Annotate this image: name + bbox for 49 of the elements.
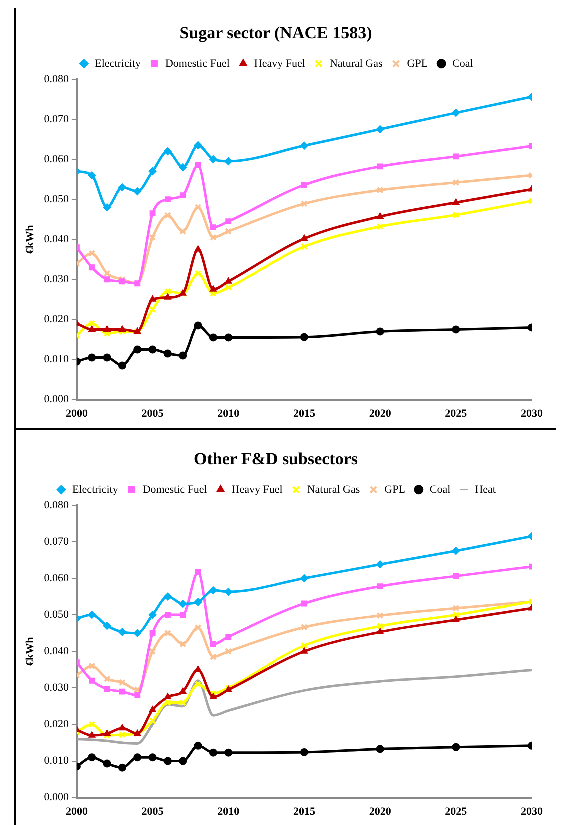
y-tick-label: 0.030 [44,682,70,694]
y-tick-label: 0.030 [44,274,70,286]
x-tick-label: 2025 [445,408,468,420]
legend-label: Domestic Fuel [142,484,208,496]
x-tick-label: 2010 [218,806,240,818]
y-axis-title: €kWh [24,637,36,666]
legend-label: Heat [475,484,496,496]
legend-label: Heavy Fuel [254,58,306,70]
y-tick-label: 0.020 [44,718,70,731]
legend-label: Coal [430,484,451,496]
legend-label: Domestic Fuel [165,58,230,70]
y-tick-label: 0.010 [44,354,70,366]
y-tick-label: 0.010 [44,755,70,768]
legend-label: Natural Gas [307,484,360,496]
x-tick-label: 2000 [66,408,88,420]
x-tick-label: 2000 [66,806,88,818]
x-tick-label: 2015 [293,806,316,818]
y-tick-label: 0.000 [44,792,70,804]
legend-label: Electricity [95,58,142,70]
y-tick-label: 0.040 [44,645,70,658]
y-tick-label: 0.060 [44,572,70,584]
chart-title: Other F&D subsectors [194,450,358,469]
y-tick-label: 0.050 [44,193,70,206]
legend-label: Electricity [72,484,119,496]
y-axis-title: €kWh [24,225,36,254]
y-tick-label: 0.050 [44,608,70,621]
y-tick-label: 0.000 [44,394,70,406]
x-tick-label: 2030 [521,408,544,420]
x-tick-label: 2015 [293,408,316,420]
y-tick-label: 0.070 [44,113,70,126]
x-tick-label: 2010 [218,408,240,420]
y-tick-label: 0.080 [44,499,70,512]
y-tick-label: 0.080 [44,73,70,86]
x-tick-label: 2005 [142,408,164,420]
x-tick-label: 2020 [369,806,392,818]
x-tick-label: 2020 [369,408,392,420]
chart-title: Sugar sector (NACE 1583) [180,24,372,43]
y-tick-label: 0.020 [44,314,70,326]
legend-label: Natural Gas [330,58,383,70]
legend-label: Coal [452,58,474,70]
legend-label: Heavy Fuel [232,484,283,496]
x-tick-label: 2005 [142,806,164,818]
y-tick-label: 0.060 [44,153,70,166]
x-tick-label: 2030 [521,806,544,818]
legend-label: GPL [384,484,406,496]
y-tick-label: 0.040 [44,233,70,246]
legend-label: GPL [407,58,428,70]
y-tick-label: 0.070 [44,536,70,548]
x-tick-label: 2025 [445,806,468,818]
